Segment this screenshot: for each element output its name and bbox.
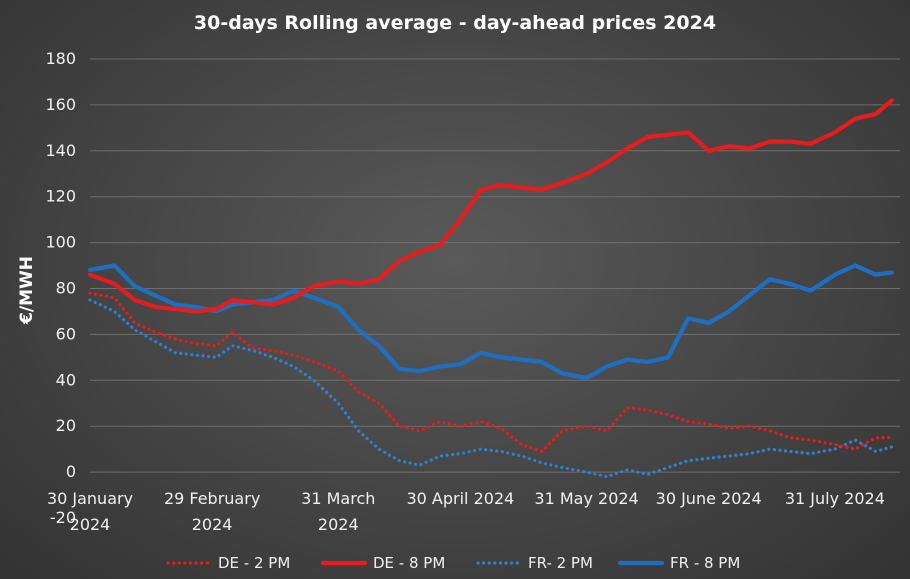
x-tick-label: 30 April 2024 bbox=[406, 489, 514, 508]
series-line-de-8-pm bbox=[87, 98, 895, 314]
y-tick-label: 0 bbox=[66, 462, 76, 481]
x-tick-label: 29 February 2024 bbox=[164, 489, 260, 534]
x-tick-label: 30 January 2024 bbox=[47, 489, 133, 534]
y-tick-label: 140 bbox=[45, 141, 76, 160]
x-tick-label: 31 May 2024 bbox=[534, 489, 638, 508]
y-tick-label: 40 bbox=[56, 370, 76, 389]
y-tick-label: 120 bbox=[45, 187, 76, 206]
y-axis-ticks: 180 160 140 120 100 80 60 40 20 0 -20 bbox=[45, 49, 76, 527]
y-tick-label: 80 bbox=[56, 279, 76, 298]
y-tick-label: -20 bbox=[50, 508, 76, 527]
series-line-de-2-pm bbox=[88, 291, 894, 453]
legend: DE - 2 PM DE - 8 PM FR- 2 PM FR - 8 PM bbox=[166, 554, 740, 572]
legend-label: FR- 2 PM bbox=[528, 554, 593, 572]
gridlines bbox=[90, 58, 900, 473]
series-line-fr-8-pm bbox=[87, 263, 895, 381]
y-tick-label: 160 bbox=[45, 95, 76, 114]
x-axis-ticks: 30 January 2024 29 February 2024 31 March 202… bbox=[47, 489, 885, 534]
legend-label: DE - 2 PM bbox=[218, 554, 290, 572]
series-line-fr-2-pm bbox=[88, 298, 894, 479]
x-tick-label: 30 June 2024 bbox=[656, 489, 762, 508]
legend-label: FR - 8 PM bbox=[670, 554, 740, 572]
x-tick-label: 31 July 2024 bbox=[785, 489, 885, 508]
y-tick-label: 100 bbox=[45, 233, 76, 252]
chart-title: 30-days Rolling average - day-ahead pric… bbox=[194, 12, 716, 34]
y-tick-label: 60 bbox=[56, 324, 76, 343]
x-tick-label: 31 March 2024 bbox=[301, 489, 375, 534]
y-tick-label: 20 bbox=[56, 416, 76, 435]
y-tick-label: 180 bbox=[45, 49, 76, 68]
y-axis-label: €/MWH bbox=[17, 256, 37, 325]
series-lines bbox=[87, 98, 895, 479]
legend-label: DE - 8 PM bbox=[373, 554, 445, 572]
